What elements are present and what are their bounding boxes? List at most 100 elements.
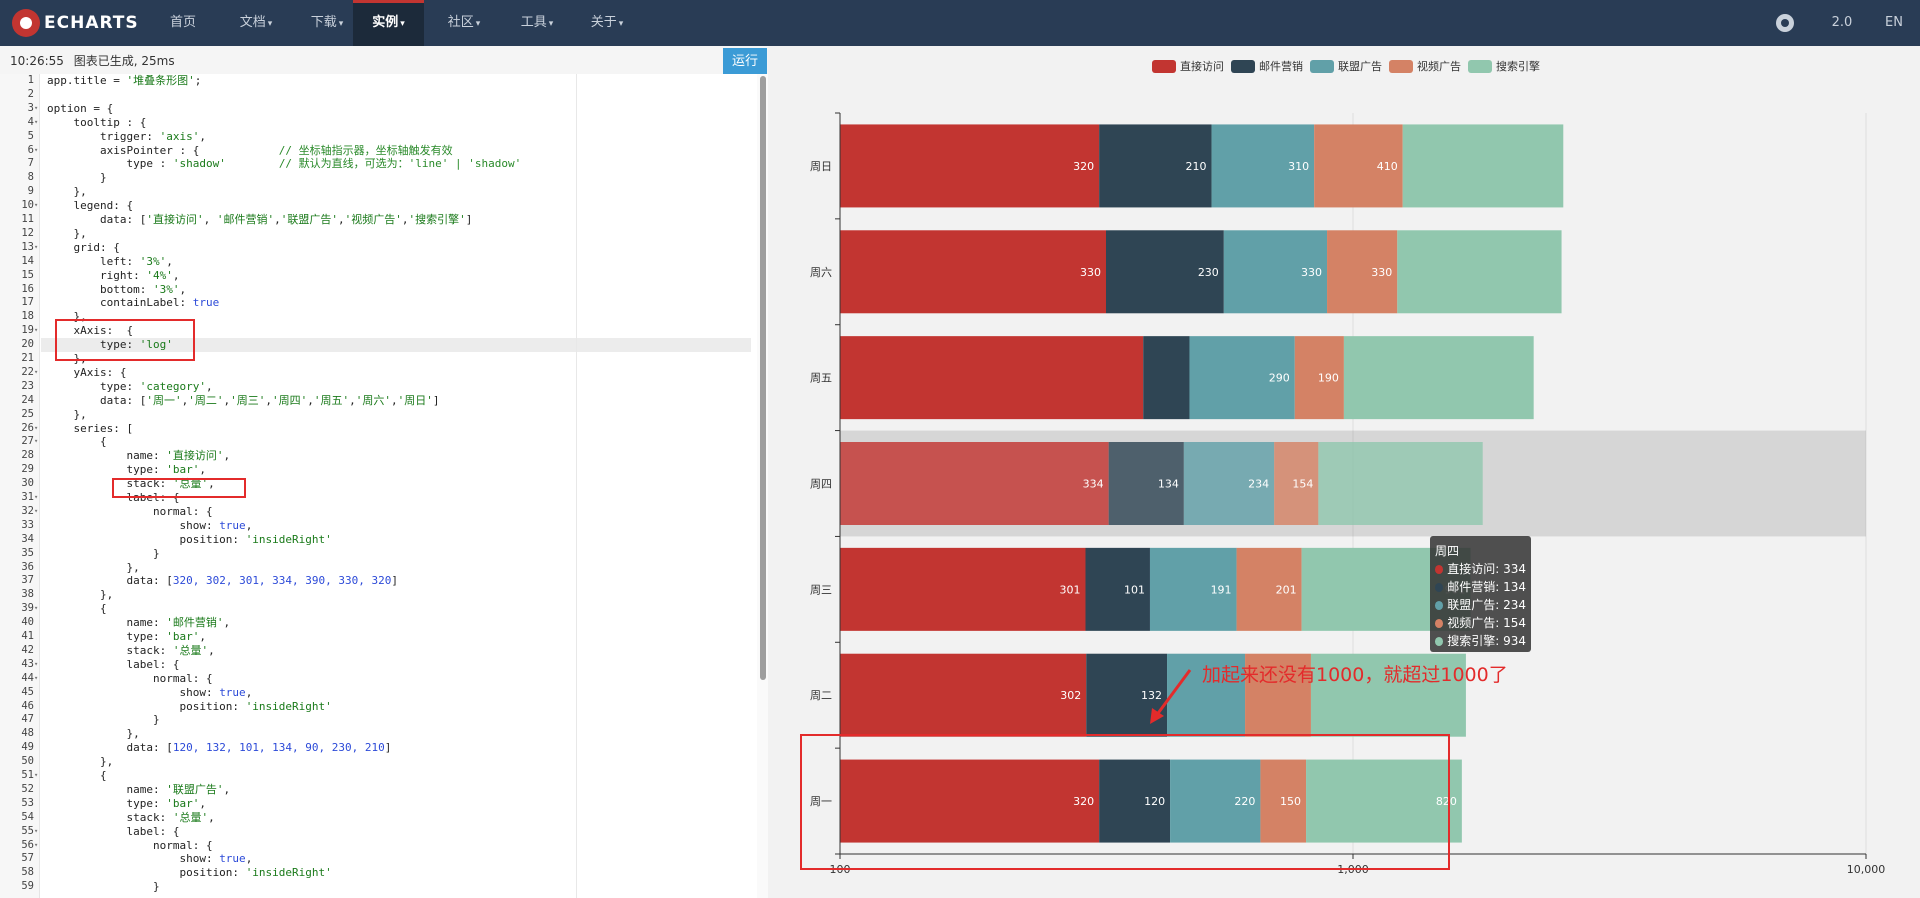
line-number: 17: [21, 296, 34, 309]
code-line: grid: {: [47, 240, 120, 254]
nav-item-4[interactable]: 社区 ▾: [430, 0, 498, 46]
legend-swatch[interactable]: [1231, 60, 1255, 73]
bar-segment[interactable]: [1099, 759, 1171, 843]
legend-label[interactable]: 视频广告: [1417, 59, 1461, 73]
nav-item-1[interactable]: 文档 ▾: [221, 0, 291, 46]
bar-segment[interactable]: [1223, 230, 1328, 314]
fold-toggle-icon[interactable]: ▾: [34, 367, 39, 376]
bar-segment[interactable]: [1260, 759, 1307, 843]
bar-segment[interactable]: [840, 547, 1086, 631]
fold-toggle-icon[interactable]: ▾: [34, 604, 39, 613]
bar-segment[interactable]: [1105, 230, 1224, 314]
line-number: 38: [21, 588, 34, 601]
legend-label[interactable]: 直接访问: [1180, 59, 1224, 73]
line-number: 18: [21, 310, 34, 323]
bar-segment[interactable]: [1306, 759, 1462, 843]
legend-label[interactable]: 联盟广告: [1338, 60, 1382, 73]
bar-segment[interactable]: [840, 230, 1106, 314]
line-number: 42: [21, 643, 34, 656]
bar-segment[interactable]: [1310, 653, 1466, 737]
echarts-logo[interactable]: ECHARTS: [12, 8, 139, 38]
nav-item-2[interactable]: 下载 ▾: [292, 0, 362, 46]
bar-value-label: 120: [1144, 795, 1165, 808]
caret-down-icon: ▾: [475, 19, 481, 29]
nav-item-3[interactable]: 实例 ▾: [353, 0, 424, 46]
line-number: 39: [21, 602, 34, 615]
fold-toggle-icon[interactable]: ▾: [34, 103, 39, 112]
line-number: 20: [21, 338, 34, 351]
fold-toggle-icon[interactable]: ▾: [34, 659, 39, 668]
code-editor[interactable]: 1 2 3 ▾ 4 ▾ 5 6 ▾ 7 8 9 10 ▾ 11 12 13 ▾ 14 15 16 17 18 19 ▾ 20 21 2…: [0, 74, 768, 898]
nav-item-5[interactable]: 工具 ▾: [504, 0, 570, 46]
bar-segment[interactable]: [1167, 653, 1246, 737]
bar-segment[interactable]: [1211, 124, 1315, 208]
status-message: 图表已生成, 25ms: [73, 54, 175, 68]
bar-segment[interactable]: [1402, 124, 1564, 208]
bar-segment[interactable]: [1108, 442, 1184, 525]
stacked-bar-chart[interactable]: 3201202201508203021323011011912019013341…: [768, 46, 1920, 898]
bar-segment[interactable]: [1274, 442, 1319, 525]
line-number: 37: [21, 574, 34, 587]
language-switch[interactable]: EN: [1885, 15, 1903, 30]
version-link[interactable]: 2.0: [1831, 15, 1853, 30]
bar-segment[interactable]: [840, 442, 1109, 525]
run-button[interactable]: 运行: [723, 48, 767, 74]
fold-toggle-icon[interactable]: ▾: [34, 826, 39, 835]
code-line: normal: {: [47, 504, 213, 518]
fold-toggle-icon[interactable]: ▾: [34, 437, 39, 446]
legend-label[interactable]: 邮件营销: [1259, 59, 1303, 73]
status-time: 10:26:55: [10, 54, 64, 68]
github-icon[interactable]: [1776, 14, 1794, 32]
bar-segment[interactable]: [1189, 336, 1295, 420]
fold-toggle-icon[interactable]: ▾: [34, 423, 39, 432]
bar-value-label: 330: [1301, 266, 1322, 279]
fold-toggle-icon[interactable]: ▾: [34, 771, 39, 779]
fold-toggle-icon[interactable]: ▾: [34, 145, 39, 154]
tooltip-row-label: 联盟广告: 234: [1447, 598, 1526, 612]
legend-swatch[interactable]: [1152, 60, 1176, 73]
bar-segment[interactable]: [1236, 547, 1302, 631]
bar-segment[interactable]: [1085, 547, 1150, 631]
bar-segment[interactable]: [1086, 653, 1168, 737]
fold-toggle-icon[interactable]: ▾: [34, 242, 39, 251]
bar-segment[interactable]: [840, 759, 1100, 843]
bar-segment[interactable]: [1314, 124, 1403, 208]
bar-segment[interactable]: [1149, 547, 1237, 631]
fold-toggle-icon[interactable]: ▾: [34, 326, 39, 335]
legend-swatch[interactable]: [1389, 60, 1413, 73]
bar-segment[interactable]: [1099, 124, 1212, 208]
bar-segment[interactable]: [840, 653, 1087, 737]
bar-segment[interactable]: [1143, 336, 1190, 420]
bar-segment[interactable]: [1343, 336, 1534, 420]
series-dot-icon: [1435, 582, 1444, 592]
line-number: 34: [21, 532, 34, 545]
code-line: show: true,: [47, 518, 253, 532]
bar-value-label: 330: [1371, 266, 1392, 279]
bar-segment[interactable]: [1318, 442, 1483, 525]
fold-toggle-icon[interactable]: ▾: [34, 201, 39, 210]
legend-label[interactable]: 搜索引擎: [1496, 59, 1540, 73]
bar-segment[interactable]: [1245, 653, 1311, 737]
fold-toggle-icon[interactable]: ▾: [34, 840, 39, 849]
bar-segment[interactable]: [1397, 230, 1562, 314]
nav-item-label: 关于: [590, 15, 617, 30]
bar-segment[interactable]: [840, 336, 1144, 420]
line-number: 57: [21, 852, 34, 865]
code-line: {: [47, 769, 107, 782]
nav-item-0[interactable]: 首页: [148, 0, 218, 46]
bar-segment[interactable]: [1327, 230, 1398, 314]
bar-segment[interactable]: [1170, 759, 1261, 843]
fold-toggle-icon[interactable]: ▾: [34, 506, 39, 515]
code-line: },: [47, 407, 87, 421]
legend-swatch[interactable]: [1310, 60, 1334, 73]
line-number: 32: [21, 504, 34, 517]
bar-segment[interactable]: [840, 124, 1100, 208]
editor-scrollbar-thumb[interactable]: [760, 76, 766, 680]
nav-item-6[interactable]: 关于 ▾: [574, 0, 640, 46]
fold-toggle-icon[interactable]: ▾: [34, 117, 39, 126]
fold-toggle-icon[interactable]: ▾: [34, 673, 39, 682]
legend-swatch[interactable]: [1468, 60, 1492, 73]
bar-segment[interactable]: [1294, 336, 1344, 420]
bar-segment[interactable]: [1183, 442, 1275, 525]
fold-toggle-icon[interactable]: ▾: [34, 493, 39, 501]
